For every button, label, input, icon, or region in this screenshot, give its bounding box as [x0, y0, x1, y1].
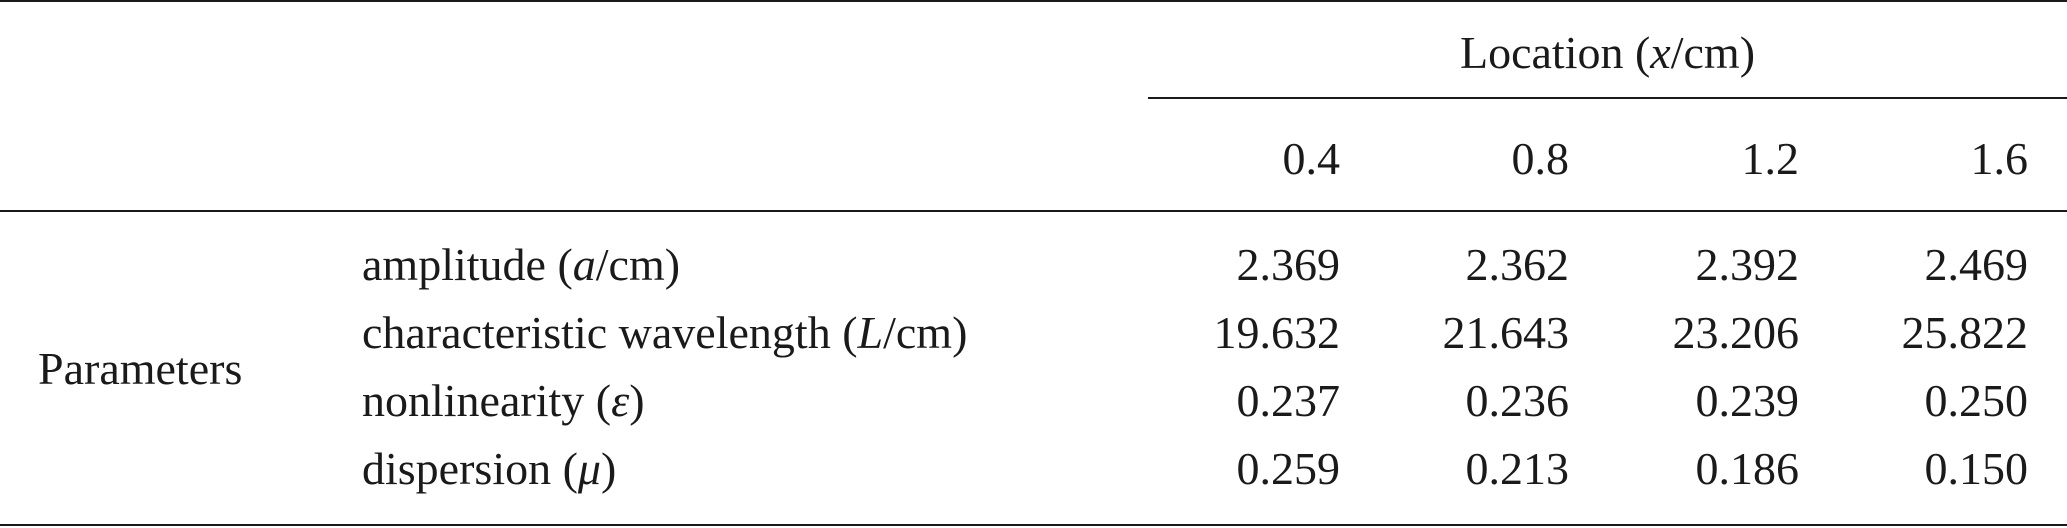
table-cell: 0.236 — [1465, 375, 1570, 426]
row-label: characteristic wavelength (L/cm) — [362, 310, 967, 356]
row-label: nonlinearity (ε) — [362, 378, 645, 424]
table-cell: 0.150 — [1924, 443, 2029, 494]
row-label-suffix: /cm) — [595, 239, 681, 290]
location-group-header: Location (x/cm) — [1148, 30, 2067, 76]
table-cell: 2.469 — [1924, 239, 2029, 290]
table-cell: 0.213 — [1465, 443, 1570, 494]
table-cell: 0.259 — [1236, 443, 1341, 494]
row-label-suffix: /cm) — [883, 307, 968, 358]
row-label-prefix: nonlinearity ( — [362, 375, 612, 426]
row-label-variable: ε — [611, 375, 630, 426]
table-cell: 2.369 — [1236, 239, 1341, 290]
table-cell: 19.632 — [1213, 307, 1341, 358]
row-label: amplitude (a/cm) — [362, 242, 680, 288]
group-header-suffix: /cm) — [1670, 27, 1756, 78]
row-label-prefix: characteristic wavelength ( — [362, 307, 858, 358]
column-header: 0.4 — [1282, 133, 1341, 184]
table-cell: 21.643 — [1442, 307, 1570, 358]
row-label-suffix: ) — [601, 443, 617, 494]
bottom-rule — [0, 524, 2067, 526]
table-cell: 0.250 — [1924, 375, 2029, 426]
table-cell: 0.239 — [1695, 375, 1800, 426]
group-header-variable: x — [1650, 27, 1671, 78]
row-label-variable: L — [857, 307, 884, 358]
table-cell: 0.186 — [1695, 443, 1800, 494]
table-cell: 2.392 — [1695, 239, 1800, 290]
group-header-prefix: Location ( — [1459, 27, 1651, 78]
row-label-suffix: ) — [629, 375, 645, 426]
column-header: 1.2 — [1741, 133, 1800, 184]
column-header: 0.8 — [1511, 133, 1570, 184]
table-cell: 2.362 — [1465, 239, 1570, 290]
top-rule — [0, 0, 2067, 2]
row-group-label: Parameters — [38, 343, 243, 394]
row-label: dispersion (μ) — [362, 446, 616, 492]
column-header: 1.6 — [1970, 133, 2029, 184]
group-header-rule — [1148, 97, 2067, 99]
table-cell: 0.237 — [1236, 375, 1341, 426]
row-label-prefix: amplitude ( — [362, 239, 573, 290]
row-label-variable: μ — [577, 443, 602, 494]
table-cell: 23.206 — [1672, 307, 1800, 358]
row-label-variable: a — [572, 239, 596, 290]
table-cell: 25.822 — [1901, 307, 2029, 358]
row-label-prefix: dispersion ( — [362, 443, 578, 494]
header-bottom-rule — [0, 210, 2067, 212]
